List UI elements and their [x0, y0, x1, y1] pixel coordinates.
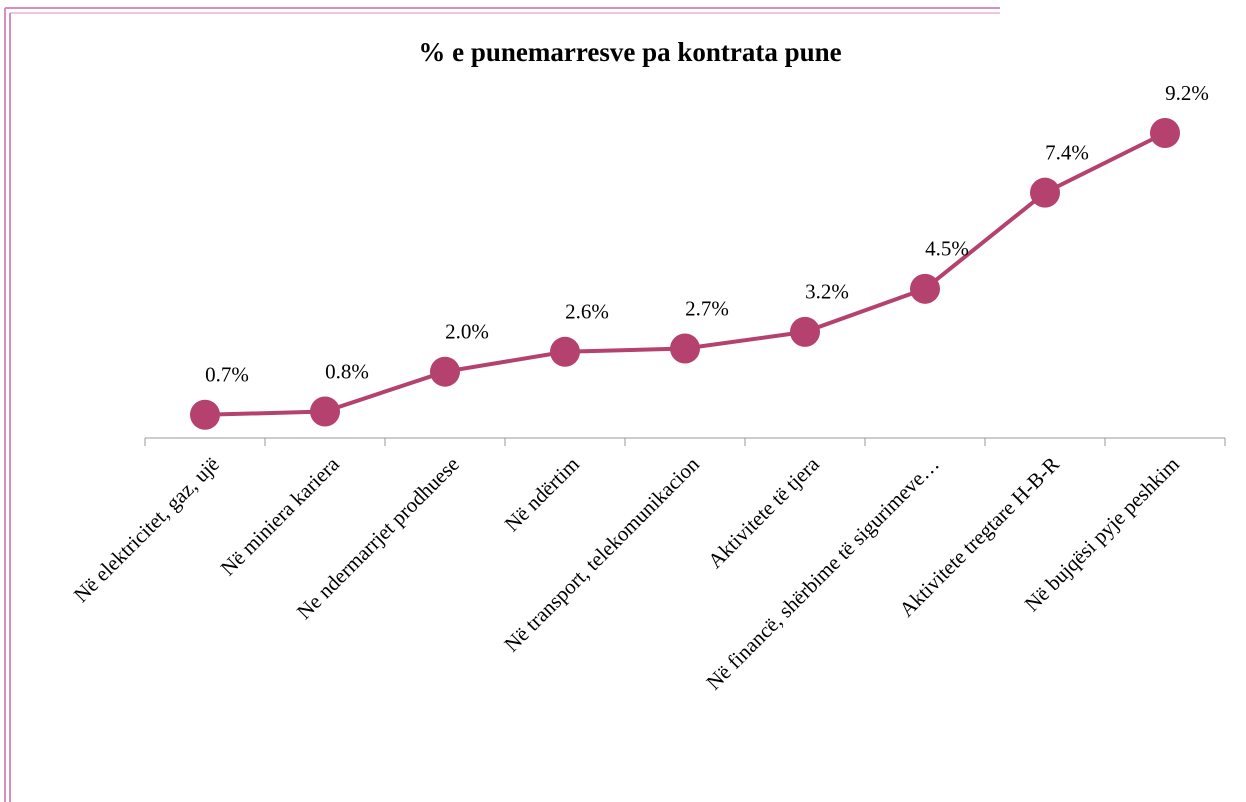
chart-title: % e punemarresve pa kontrata pune: [418, 37, 841, 67]
data-label: 2.6%: [565, 300, 609, 324]
x-tick-label: Në miniera kariera: [216, 451, 345, 580]
data-label: 2.0%: [445, 320, 489, 344]
x-tick-label: Në ndërtim: [500, 452, 584, 536]
data-label: 9.2%: [1165, 81, 1209, 105]
data-point: [670, 333, 700, 364]
data-label: 2.7%: [685, 296, 729, 320]
data-point: [910, 273, 940, 304]
data-label: 0.8%: [325, 359, 369, 383]
data-point: [430, 356, 460, 387]
x-tick-label: Në financë, shërbime të sigurimeve…: [701, 452, 944, 695]
data-label: 4.5%: [925, 237, 969, 261]
x-tick-label: Në transport, telekomunikacion: [499, 452, 704, 657]
data-label: 7.4%: [1045, 140, 1089, 164]
data-point: [550, 336, 580, 367]
data-point: [310, 396, 340, 427]
data-label: 0.7%: [205, 363, 249, 387]
data-point: [1150, 118, 1180, 148]
data-point: [1030, 177, 1060, 208]
x-tick-label: Në elektricitet, gaz, ujë: [69, 452, 224, 607]
data-point: [790, 316, 820, 347]
data-point: [190, 399, 220, 430]
x-tick-label: Aktivitete të tjera: [703, 451, 824, 572]
data-label: 3.2%: [805, 280, 849, 304]
